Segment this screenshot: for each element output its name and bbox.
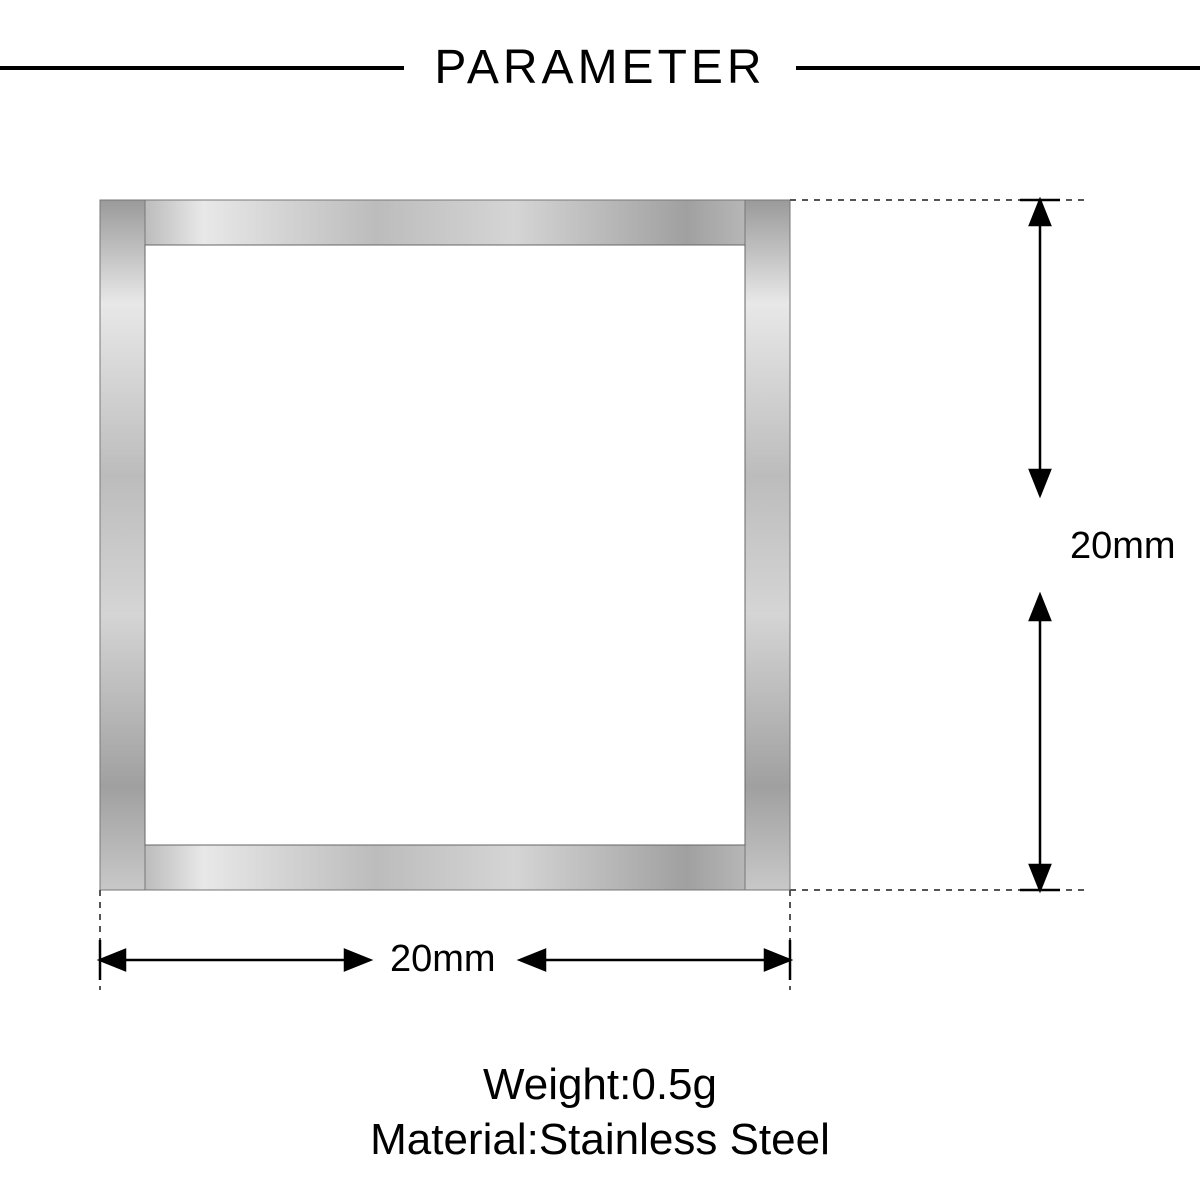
square-frame — [100, 200, 790, 890]
material-text: Material:Stainless Steel — [0, 1115, 1200, 1165]
height-label: 20mm — [1070, 525, 1176, 568]
parameter-diagram — [0, 0, 1200, 1200]
width-label: 20mm — [390, 938, 496, 981]
height-dimension — [1020, 200, 1060, 890]
weight-text: Weight:0.5g — [0, 1060, 1200, 1110]
